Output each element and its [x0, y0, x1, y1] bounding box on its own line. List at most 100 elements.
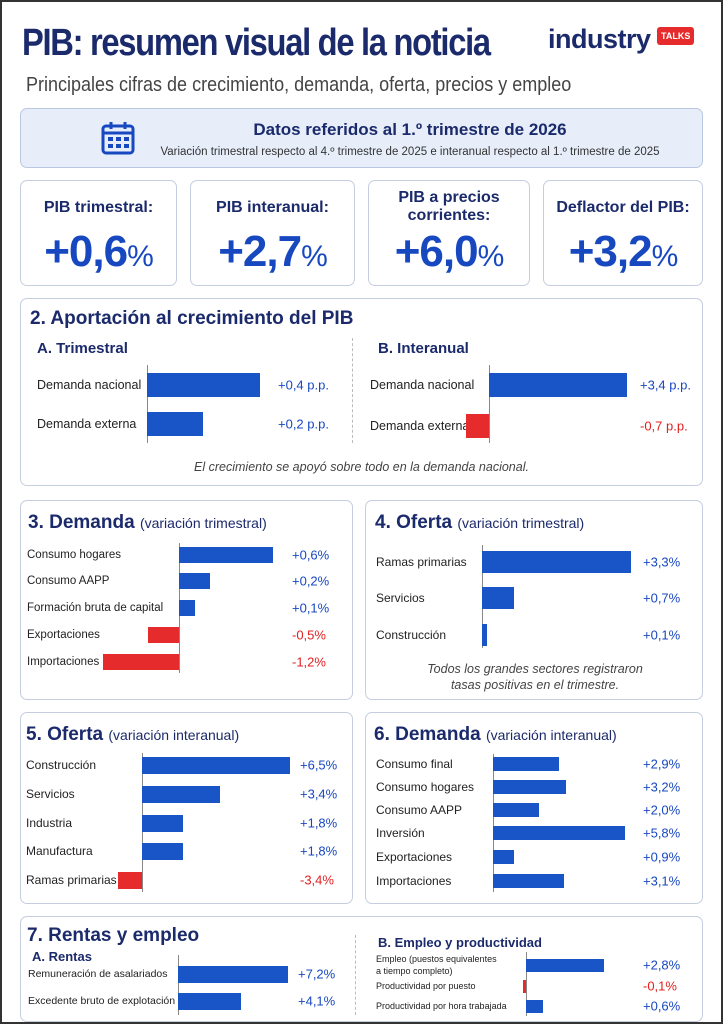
bar [142, 842, 184, 860]
bar [142, 814, 184, 832]
section-title: 4. Oferta (variación trimestral) [375, 512, 584, 534]
bar-label: Manufactura [26, 844, 93, 858]
kpi-number: +0,6 [44, 227, 128, 276]
kpi-unit: % [301, 240, 328, 273]
chart-title: B. Interanual [378, 340, 469, 357]
bar-label: Inversión [376, 826, 425, 840]
data-label: -1,2% [292, 654, 326, 670]
bar [147, 627, 179, 643]
section-title: 6. Demanda (variación interanual) [374, 724, 617, 746]
divider [352, 338, 353, 443]
kpi-card-pib-interanual: PIB interanual: +2,7% [190, 180, 355, 286]
data-label: +6,5% [300, 757, 338, 773]
bar-label: Consumo hogares [27, 549, 121, 561]
bar-label: Consumo hogares [376, 780, 475, 794]
kpi-value: +3,2% [544, 227, 702, 277]
bar-label: Excedente bruto de explotación [28, 995, 176, 1007]
bar [482, 551, 631, 573]
date-title: Datos referidos al 1.º trimestre de 2026 [253, 120, 567, 139]
kpi-value: +6,0% [369, 227, 529, 277]
bar-label: Consumo AAPP [27, 575, 110, 587]
section-title: 2. Aportación al crecimiento del PIB [30, 308, 354, 329]
section-oferta-interanual [20, 712, 353, 904]
section-note: El crecimiento se apoyó sobre todo en la… [194, 460, 529, 474]
bar [147, 373, 260, 397]
title-text: 3. Demanda [28, 512, 135, 533]
bar-label: Exportaciones [27, 629, 100, 641]
bar [493, 826, 626, 840]
bar-label: Productividad por hora trabajada [376, 1001, 507, 1011]
date-subtitle: Variación trimestral respecto al 4.º tri… [160, 146, 660, 158]
kpi-number: +2,7 [218, 227, 302, 276]
bar [179, 573, 211, 589]
data-label: +2,0% [643, 802, 681, 818]
bar [147, 412, 204, 436]
kpi-label: Deflactor del PIB: [556, 199, 690, 216]
section-rentas-empleo [20, 916, 703, 1022]
bar [103, 654, 179, 670]
kpi-value: +2,7% [191, 227, 354, 277]
kpi-number: +6,0 [394, 227, 479, 276]
data-label: +3,1% [643, 873, 681, 889]
bar-label: Remuneración de asalariados [28, 968, 168, 980]
bar-label: Consumo AAPP [376, 803, 463, 817]
divider [355, 935, 356, 1015]
chart-axis [526, 952, 527, 1016]
bar [523, 979, 526, 993]
bar [482, 624, 487, 646]
kpi-label: PIB trimestral: [43, 199, 154, 216]
logo: industry [548, 24, 651, 54]
kpi-label: PIB interanual: [216, 199, 329, 216]
data-label: -0,5% [292, 627, 326, 643]
data-label: +2,8% [643, 957, 681, 973]
bar-label: Demanda nacional [370, 378, 475, 392]
title-paren: (variación trimestral) [139, 515, 267, 531]
data-label: +0,2% [292, 573, 330, 589]
chart-axis [178, 955, 179, 1015]
section-title: 5. Oferta (variación interanual) [26, 724, 239, 746]
chart-title: A. Rentas [32, 949, 92, 964]
data-label: +0,1% [643, 627, 681, 643]
bar-label: Demanda nacional [37, 378, 142, 392]
bar-label: Construcción [376, 628, 447, 642]
data-label: +2,9% [643, 756, 681, 772]
bar [179, 547, 274, 563]
kpi-unit: % [127, 240, 154, 273]
data-label: +1,8% [300, 815, 338, 831]
bar [493, 850, 514, 864]
bar-label: Demanda externa [370, 419, 470, 433]
bar [142, 785, 220, 803]
data-label: +7,2% [298, 966, 336, 982]
bar [493, 757, 560, 771]
bar-label: Exportaciones [376, 850, 453, 864]
data-label: +3,3% [643, 554, 681, 570]
kpi-label: PIB a precios corrientes: [398, 189, 500, 224]
data-label: +3,4 p.p. [640, 377, 691, 393]
section-note: Todos los grandes sectores registraron t… [427, 662, 643, 692]
section-title: 3. Demanda (variación trimestral) [28, 512, 267, 534]
data-label: +0,2 p.p. [278, 416, 329, 432]
bar [526, 999, 543, 1013]
bar-label: Industria [26, 816, 73, 830]
kpi-card-deflactor: Deflactor del PIB: +3,2% [543, 180, 703, 286]
bar [178, 965, 289, 983]
bar [178, 992, 241, 1010]
logo-badge: TALKS [657, 27, 695, 45]
section-oferta-trimestral [365, 500, 703, 700]
title-text: 4. Oferta [375, 512, 453, 533]
bar-label: Importaciones [27, 656, 100, 668]
data-label: +0,4 p.p. [278, 377, 329, 393]
bar-label: Ramas primarias [26, 873, 117, 887]
bar-label: Consumo final [376, 757, 453, 771]
kpi-number: +3,2 [568, 227, 653, 276]
bar-label: Productividad por puesto [376, 981, 476, 991]
chart-title: A. Trimestral [37, 340, 128, 357]
section-title: 7. Rentas y empleo [27, 925, 200, 946]
bar [493, 874, 564, 888]
title-paren: (variación trimestral) [457, 515, 585, 531]
bar-label: Formación bruta de capital [27, 602, 164, 614]
data-label: -0,7 p.p. [640, 418, 688, 434]
data-label: +0,6% [643, 998, 681, 1014]
bar-label: Ramas primarias [376, 555, 467, 569]
title-paren: (variación interanual) [485, 727, 617, 743]
